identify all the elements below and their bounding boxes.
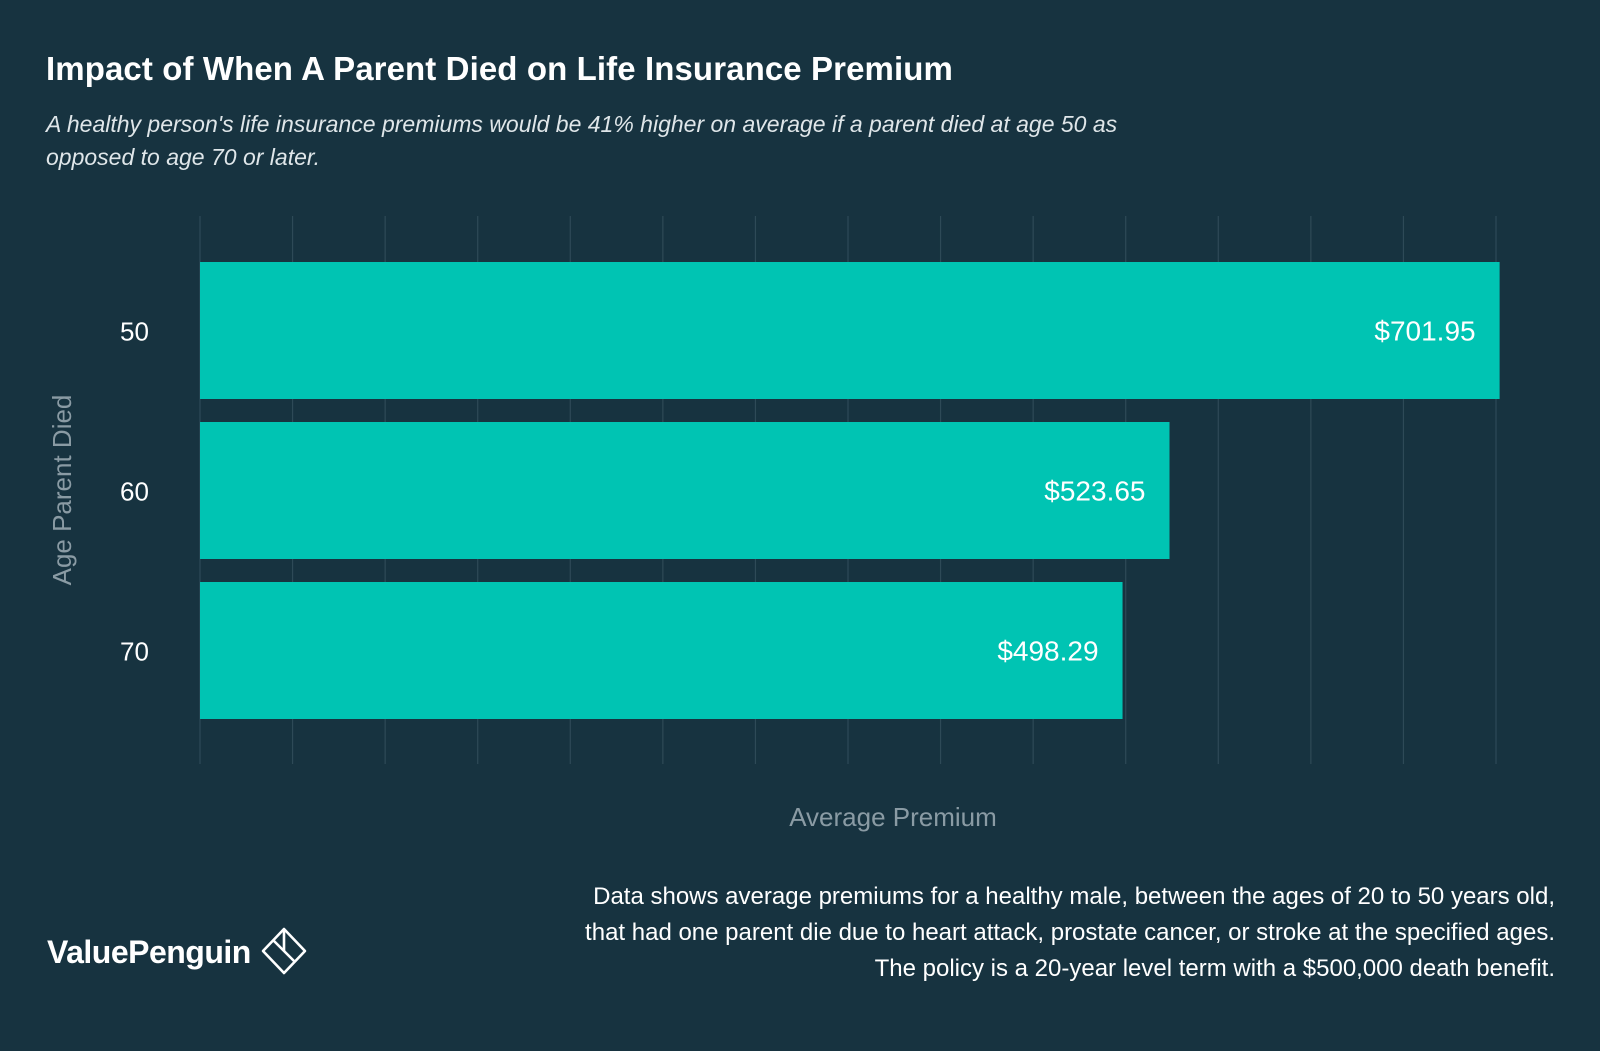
data-label: $523.65 xyxy=(1044,476,1145,507)
bar xyxy=(200,422,1170,559)
footnote-line: The policy is a 20-year level term with … xyxy=(874,955,1555,982)
chart-title: Impact of When A Parent Died on Life Ins… xyxy=(46,50,953,87)
bar xyxy=(200,262,1500,399)
x-axis-title: Average Premium xyxy=(789,802,997,832)
footnote-line: that had one parent die due to heart att… xyxy=(585,919,1555,946)
footnote: Data shows average premiums for a health… xyxy=(455,879,1555,987)
data-label: $498.29 xyxy=(997,636,1098,667)
brand-name: ValuePenguin xyxy=(47,933,251,970)
y-tick-label: 60 xyxy=(120,477,149,507)
chart-subtitle: A healthy person's life insurance premiu… xyxy=(46,111,1118,170)
footnote-line: Data shows average premiums for a health… xyxy=(593,883,1555,910)
valuepenguin-logo-icon xyxy=(261,927,307,975)
data-label: $701.95 xyxy=(1374,316,1475,347)
y-axis-title: Age Parent Died xyxy=(47,395,77,586)
bar xyxy=(200,582,1123,719)
bar-chart: $701.95 50 $523.65 60 $498.29 70 Age Parent Di… xyxy=(47,216,1500,832)
brand-logo: ValuePenguin xyxy=(47,927,307,977)
y-tick-label: 70 xyxy=(120,637,149,667)
y-tick-label: 50 xyxy=(120,317,149,347)
